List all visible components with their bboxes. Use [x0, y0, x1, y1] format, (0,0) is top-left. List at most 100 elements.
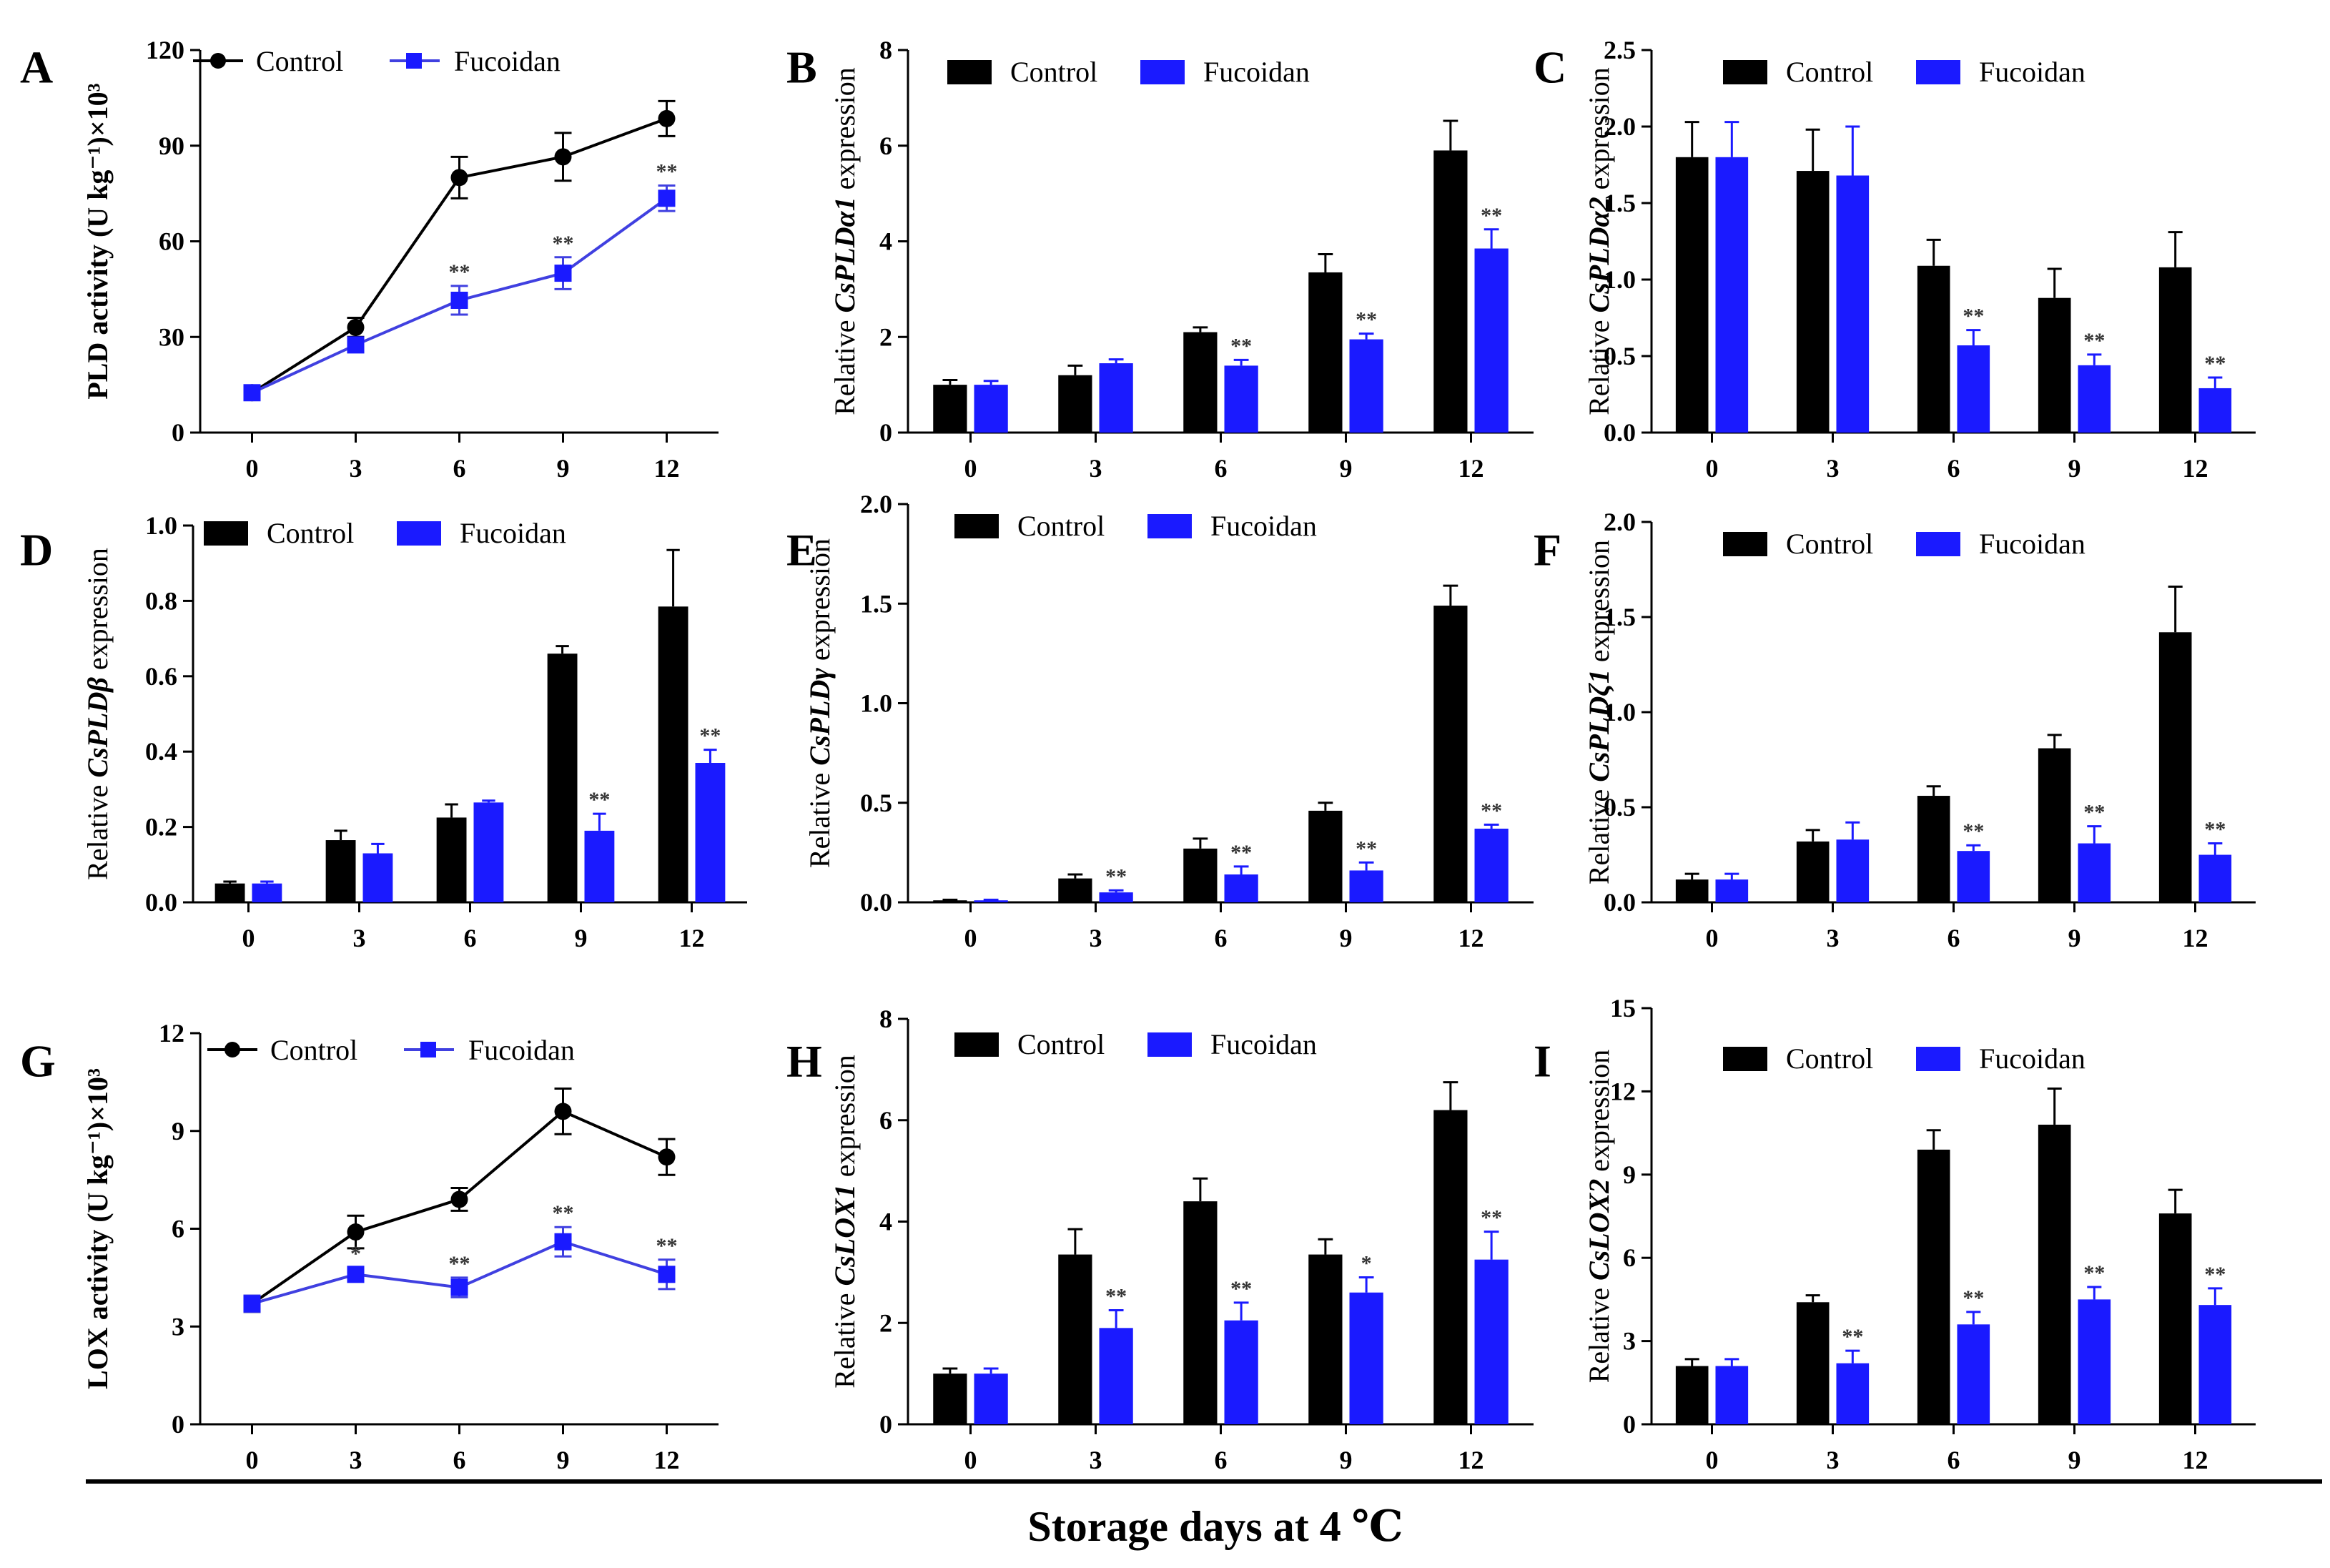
- x-tick-label: 12: [679, 924, 705, 952]
- bar-fucoidan: [1957, 1324, 1990, 1424]
- bar-control: [933, 900, 967, 902]
- panel-i: I Relative CsLOX2 expression 0 3 6 9 12 15 0 3 6 9 1…: [1534, 994, 2256, 1474]
- legend-swatch-control: [954, 514, 999, 538]
- bar-fucoidan: [2198, 388, 2232, 433]
- panel-label: F: [1534, 525, 1561, 576]
- bar-control: [2158, 632, 2192, 902]
- series-fucoidan: [1715, 121, 2232, 433]
- bar-fucoidan: [1224, 874, 1258, 902]
- series-fucoidan: [252, 749, 726, 902]
- legend-swatch-fucoidan: [1140, 60, 1185, 84]
- y-tick-label: 15: [1610, 994, 1636, 1022]
- x-tick-label: 12: [654, 1446, 680, 1474]
- point-fucoidan: [243, 384, 261, 402]
- legend-swatch-fucoidan: [1916, 1047, 1960, 1071]
- bar-control: [2158, 267, 2192, 433]
- bar-control: [2038, 1124, 2071, 1424]
- significance-mark: **: [2083, 329, 2105, 352]
- y-tick-label: 1.5: [1604, 189, 1636, 217]
- x-tick-label: 9: [2068, 1446, 2081, 1474]
- x-tick-label: 9: [557, 454, 570, 483]
- bar-control: [1058, 375, 1092, 433]
- y-tick-label: 0.6: [145, 662, 177, 691]
- bar-control: [1796, 1302, 1830, 1424]
- legend-label-fucoidan: Fucoidan: [454, 45, 561, 77]
- point-fucoidan: [658, 1266, 676, 1283]
- y-axis-label: Relative CsLOX2 expression: [1583, 1050, 1615, 1384]
- x-tick-label: 6: [1948, 1446, 1960, 1474]
- bar-fucoidan: [362, 853, 393, 902]
- y-tick-label: 30: [159, 322, 184, 351]
- significance-mark: **: [2204, 818, 2226, 842]
- y-tick-label: 3: [1623, 1327, 1636, 1356]
- bar-control: [1183, 1201, 1218, 1424]
- bar-control: [1433, 150, 1468, 433]
- significance-mark: **: [1105, 864, 1127, 888]
- legend: Control Fucoidan: [954, 510, 1317, 542]
- panel-label: A: [20, 42, 53, 93]
- series-control: [214, 548, 688, 902]
- series-control: [933, 584, 1468, 902]
- bar-fucoidan: [1349, 870, 1383, 902]
- series-control: [933, 119, 1468, 433]
- y-tick-label: 0.0: [145, 888, 177, 917]
- bar-control: [1796, 171, 1830, 433]
- bar-control: [1058, 1254, 1092, 1424]
- series-fucoidan: [1715, 821, 2232, 902]
- bar-fucoidan: [1836, 1363, 1870, 1424]
- y-tick-label: 0.0: [860, 888, 892, 917]
- x-tick-label: 0: [242, 924, 255, 952]
- y-tick-label: 2.0: [1604, 112, 1636, 141]
- bar-control: [1183, 848, 1218, 902]
- panel-label: I: [1534, 1036, 1551, 1087]
- bar-control: [1433, 1110, 1468, 1424]
- x-tick-label: 0: [964, 454, 977, 483]
- x-tick-label: 0: [964, 924, 977, 952]
- panel-label: B: [786, 42, 817, 93]
- bar-control: [436, 817, 467, 902]
- bar-control: [1675, 157, 1709, 433]
- bar-fucoidan: [473, 802, 504, 902]
- y-tick-label: 12: [159, 1019, 184, 1047]
- y-tick-label: 2.0: [1604, 508, 1636, 536]
- y-axis-label: PLD activity (U kg⁻¹)×10³: [82, 83, 114, 399]
- y-tick-label: 3: [172, 1312, 184, 1341]
- x-tick-label: 3: [1090, 924, 1102, 952]
- bar-fucoidan: [974, 1374, 1008, 1424]
- y-tick-label: 8: [879, 36, 892, 64]
- x-tick-label: 9: [1340, 454, 1353, 483]
- y-tick-label: 1.0: [1604, 265, 1636, 294]
- y-tick-label: 60: [159, 227, 184, 256]
- legend-swatch-control: [1723, 1047, 1767, 1071]
- y-tick-label: 2: [879, 322, 892, 351]
- panel-label: E: [786, 525, 817, 576]
- series-control: [933, 1081, 1468, 1424]
- y-axis-label: Relative CsPLDα1 expression: [829, 67, 861, 415]
- bar-control: [2038, 748, 2071, 902]
- xaxis-title: Storage days at 4 ℃: [1027, 1503, 1403, 1550]
- y-tick-label: 0.5: [1604, 342, 1636, 370]
- point-control: [450, 1190, 468, 1208]
- x-tick-label: 9: [1340, 924, 1353, 952]
- point-control: [658, 1148, 676, 1166]
- bar-fucoidan: [1099, 363, 1133, 433]
- x-tick-label: 12: [654, 454, 680, 483]
- legend-swatch-fucoidan: [1916, 60, 1960, 84]
- point-control: [450, 169, 468, 187]
- bar-fucoidan: [1099, 1328, 1133, 1424]
- bar-control: [933, 385, 967, 433]
- bar-fucoidan: [1349, 1292, 1383, 1424]
- legend-marker-control: [210, 53, 226, 69]
- y-tick-label: 2.0: [860, 490, 892, 518]
- bar-fucoidan: [1474, 828, 1509, 902]
- legend-swatch-fucoidan: [1147, 1032, 1192, 1057]
- y-tick-label: 0: [172, 418, 184, 447]
- significance-mark: **: [1105, 1285, 1127, 1308]
- x-tick-label: 3: [1827, 1446, 1840, 1474]
- x-tick-label: 3: [1827, 454, 1840, 483]
- x-tick-label: 0: [964, 1446, 977, 1474]
- legend: Control Fucoidan: [193, 45, 561, 77]
- x-tick-label: 3: [1090, 1446, 1102, 1474]
- x-tick-label: 6: [453, 1446, 466, 1474]
